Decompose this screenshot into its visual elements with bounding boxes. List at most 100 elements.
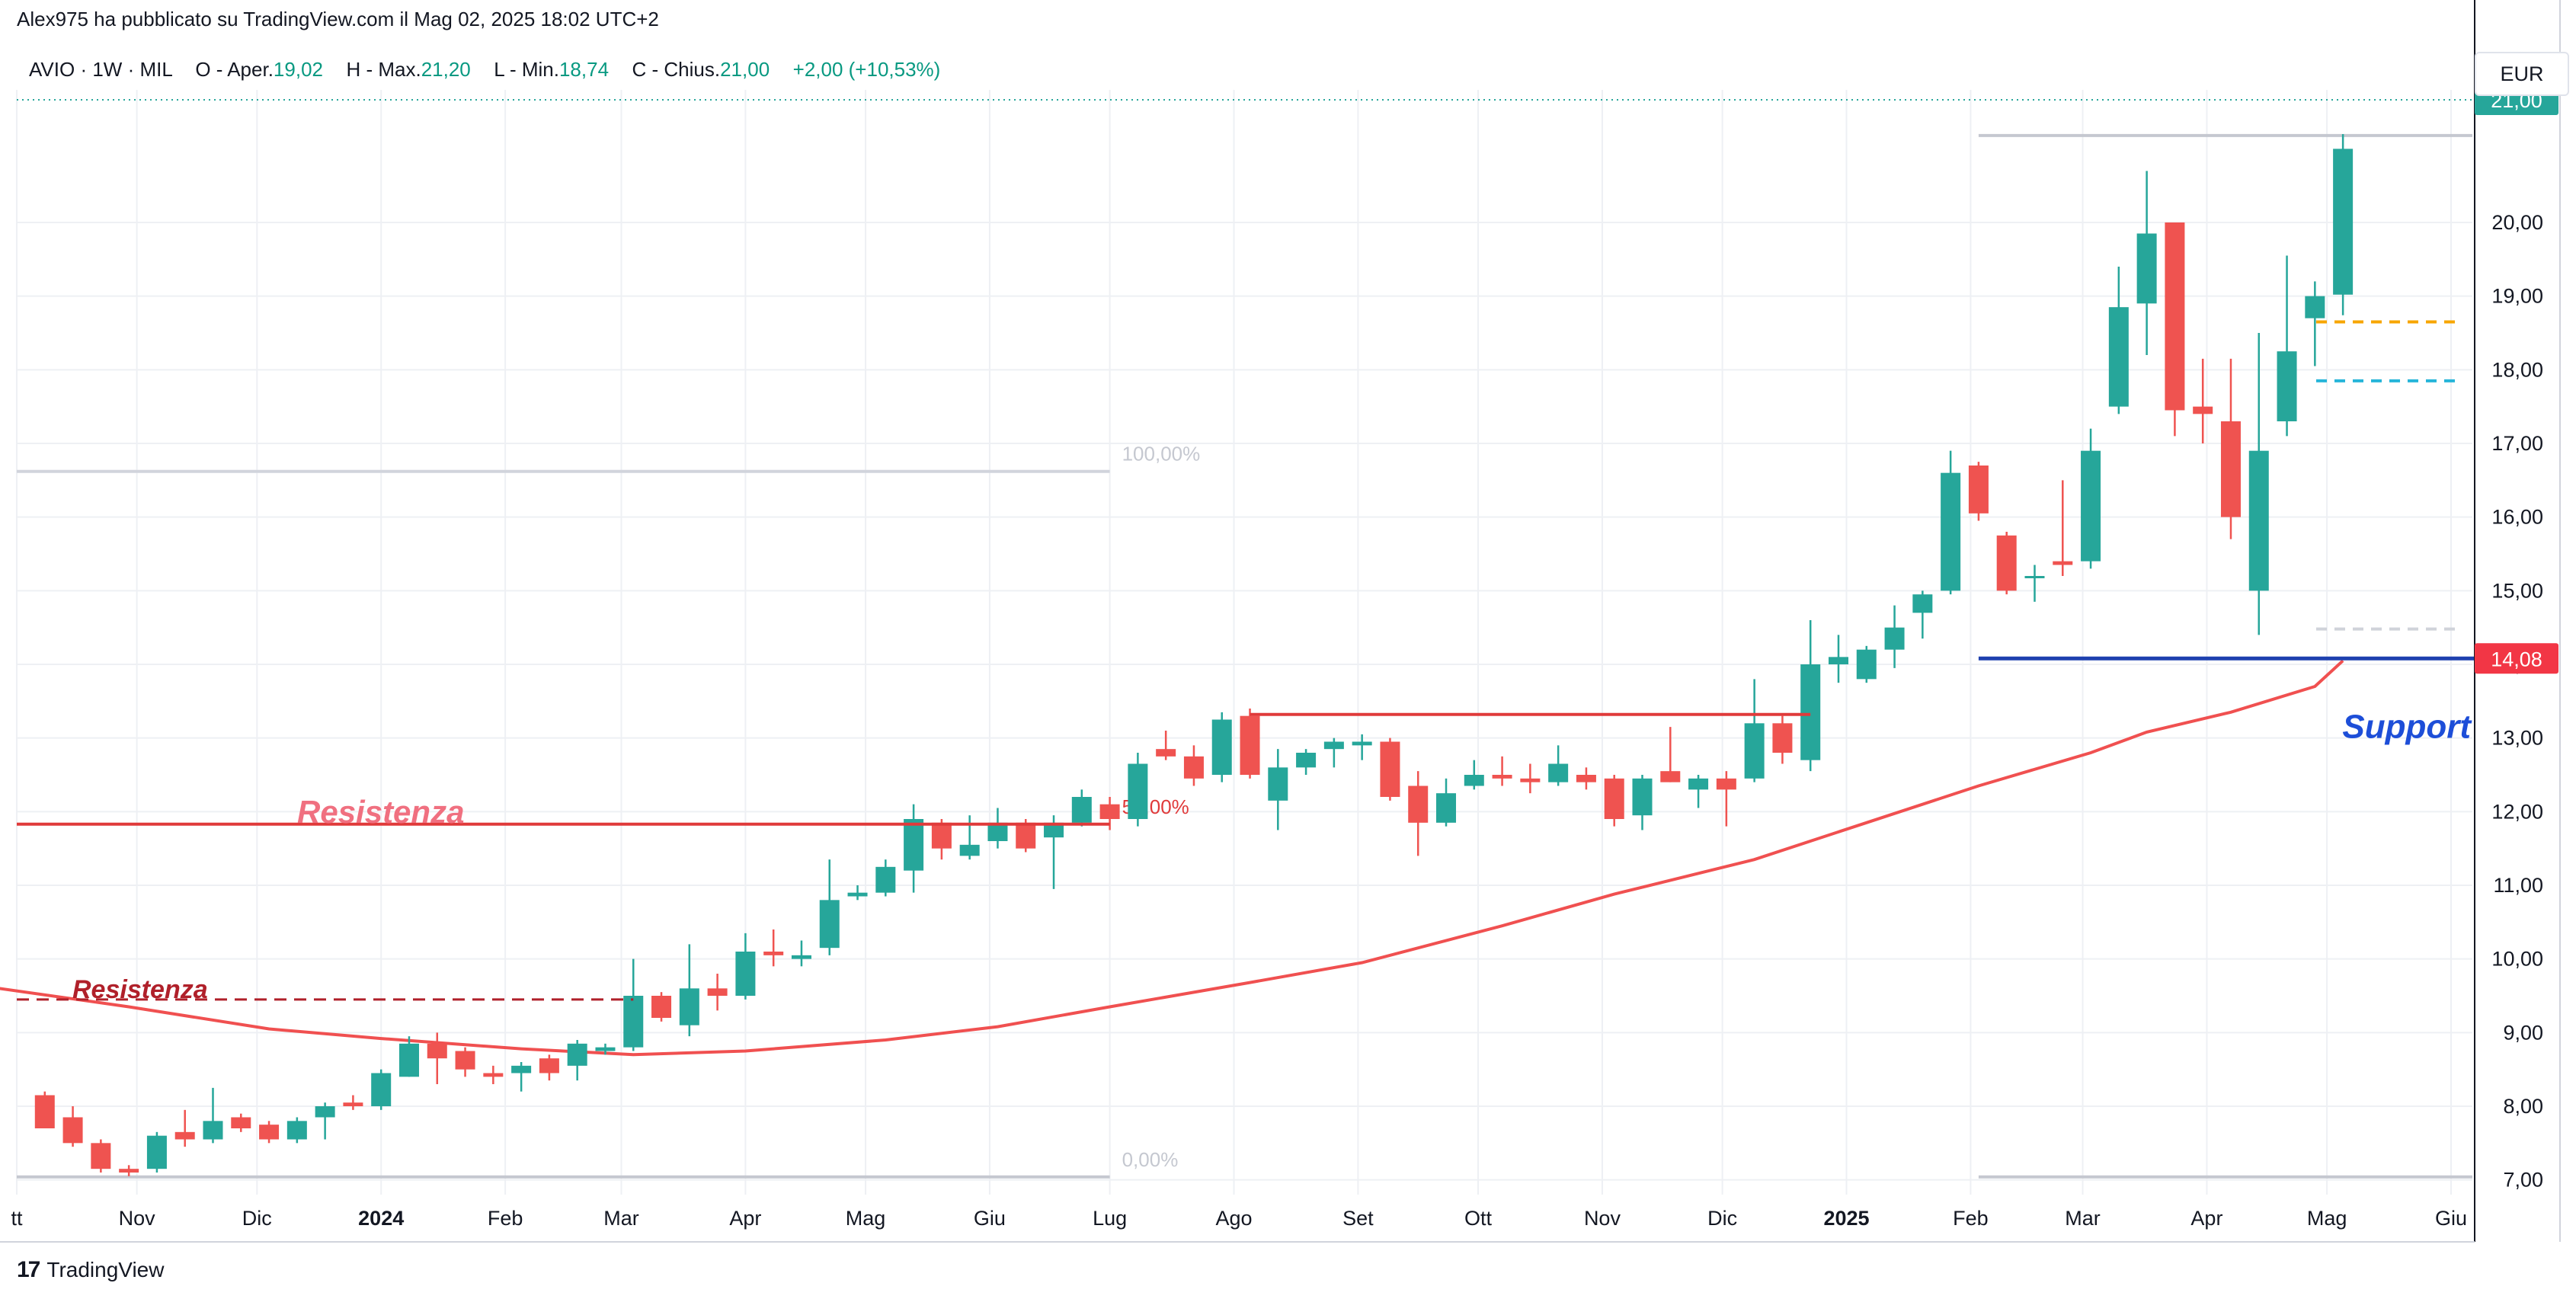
price-tick-label: 7,00 (2503, 1169, 2543, 1192)
candle-body (1268, 767, 1288, 801)
candle-body (1996, 535, 2017, 591)
candle-body (539, 1058, 559, 1073)
candle-body (2081, 450, 2101, 562)
currency-button[interactable]: EUR (2475, 52, 2569, 96)
candle-body (1912, 594, 1933, 613)
price-tick-label: 19,00 (2491, 285, 2543, 308)
symbol-name[interactable]: AVIO (29, 58, 75, 81)
current-price-tag-text: 14,08 (2491, 648, 2542, 670)
candle-body (1128, 763, 1148, 819)
candle-body (1183, 756, 1204, 779)
close-value: 21,00 (720, 58, 770, 81)
candle-body (1240, 715, 1260, 775)
candle-body (1660, 771, 1681, 782)
candle-body (455, 1051, 475, 1070)
time-tick-label: Mar (603, 1207, 639, 1230)
candle-body (904, 819, 924, 871)
time-tick-label: Feb (488, 1207, 523, 1230)
moving-average (0, 659, 2344, 1057)
candle-body (2220, 421, 2241, 517)
candle-body (1016, 822, 1036, 849)
time-tick-label: Nov (119, 1207, 156, 1230)
price-tick-label: 12,00 (2491, 800, 2543, 823)
candle-body (1156, 749, 1176, 757)
tradingview-logo[interactable]: 17 TradingView (17, 1257, 164, 1283)
candle-body (2333, 149, 2354, 295)
candle-body (2193, 406, 2213, 414)
candle-body (174, 1131, 195, 1140)
candles (34, 134, 2354, 1176)
high-label: H - Max. (346, 58, 421, 81)
candle-body (286, 1121, 307, 1140)
candle-body (1380, 741, 1400, 797)
candle-body (959, 844, 980, 856)
candle-body (791, 955, 811, 959)
candle-body (1744, 723, 1765, 779)
interval-label[interactable]: 1W (92, 58, 123, 81)
fib-label-level_0: 0,00% (1122, 1148, 1179, 1171)
price-tick-label: 15,00 (2491, 579, 2543, 602)
candle-body (875, 866, 896, 893)
candle-body (1044, 822, 1064, 838)
fib-label-level_100: 100,00% (1122, 443, 1201, 466)
candle-body (1968, 466, 1989, 514)
time-tick-label: Mag (846, 1207, 886, 1230)
publisher-line: Alex975 ha pubblicato su TradingView.com… (17, 8, 659, 30)
candle-body (707, 988, 728, 996)
candle-body (2305, 296, 2325, 318)
candle-body (1856, 649, 1877, 680)
candle-body (371, 1073, 392, 1106)
time-tick-label: Giu (974, 1207, 1006, 1230)
candle-body (735, 952, 756, 996)
low-value: 18,74 (558, 58, 610, 81)
candle-body (1296, 753, 1317, 768)
time-tick-label: Apr (2190, 1207, 2222, 1230)
price-tick-label: 18,00 (2491, 358, 2543, 381)
candle-body (623, 996, 644, 1048)
candle-body (1071, 797, 1092, 823)
candle-body (763, 952, 784, 955)
current-price-tag (2475, 643, 2558, 674)
time-tick-label: Apr (729, 1207, 761, 1230)
candle-body (34, 1095, 55, 1128)
candle-body (1408, 785, 1429, 823)
time-tick-label: tt (11, 1207, 23, 1230)
sma-line (0, 659, 2344, 1057)
price-tick-label: 17,00 (2491, 432, 2543, 455)
candle-body (1323, 741, 1344, 750)
support-label: Support (2342, 708, 2472, 745)
candle-body (483, 1073, 504, 1077)
candle-body (1436, 793, 1457, 823)
time-tick-label: Nov (1584, 1207, 1621, 1230)
time-tick-label: Feb (1953, 1207, 1989, 1230)
candle-body (315, 1106, 335, 1118)
time-tick-label: Dic (242, 1207, 272, 1230)
drawings: Resistenza Resistenza Support (17, 99, 2475, 1004)
candle-body (2248, 450, 2269, 591)
candle-body (1716, 778, 1736, 790)
price-tick-label: 10,00 (2491, 948, 2543, 971)
candle-body (203, 1121, 223, 1140)
tradingview-logo-icon: 17 (17, 1257, 40, 1282)
candle-body (1520, 778, 1541, 782)
candle-body (2277, 351, 2297, 421)
candle-body (1604, 778, 1624, 819)
time-tick-label: Set (1342, 1207, 1374, 1230)
price-tick-label: 13,00 (2491, 727, 2543, 750)
candle-body (1632, 778, 1653, 816)
candle-body (2053, 561, 2073, 565)
candle-body (1800, 664, 1821, 760)
candle-body (1688, 778, 1709, 790)
candle-body (595, 1047, 616, 1051)
change-value: +2,00 (+10,53%) (792, 58, 941, 81)
candle-body (2136, 233, 2157, 304)
time-tick-label: Giu (2435, 1207, 2467, 1230)
open-label: O - Aper. (195, 58, 274, 81)
candle-body (1828, 657, 1848, 664)
ohlc-legend: AVIO · 1W · MIL O - Aper.19,02 H - Max.2… (29, 58, 941, 81)
price-tick-label: 9,00 (2503, 1021, 2543, 1044)
time-tick-label: Lug (1093, 1207, 1127, 1230)
resistance-label: Resistenza (297, 794, 464, 830)
time-tick-label: Dic (1707, 1207, 1737, 1230)
